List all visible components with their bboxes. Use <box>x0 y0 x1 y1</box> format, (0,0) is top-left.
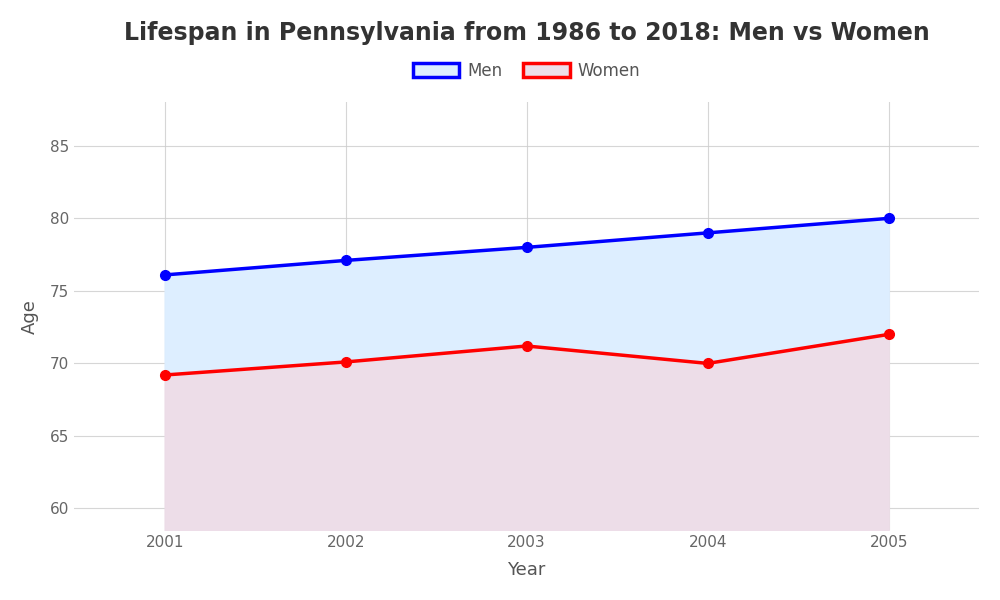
Y-axis label: Age: Age <box>21 299 39 334</box>
Legend: Men, Women: Men, Women <box>406 55 647 86</box>
Title: Lifespan in Pennsylvania from 1986 to 2018: Men vs Women: Lifespan in Pennsylvania from 1986 to 20… <box>124 21 930 45</box>
X-axis label: Year: Year <box>507 561 546 579</box>
